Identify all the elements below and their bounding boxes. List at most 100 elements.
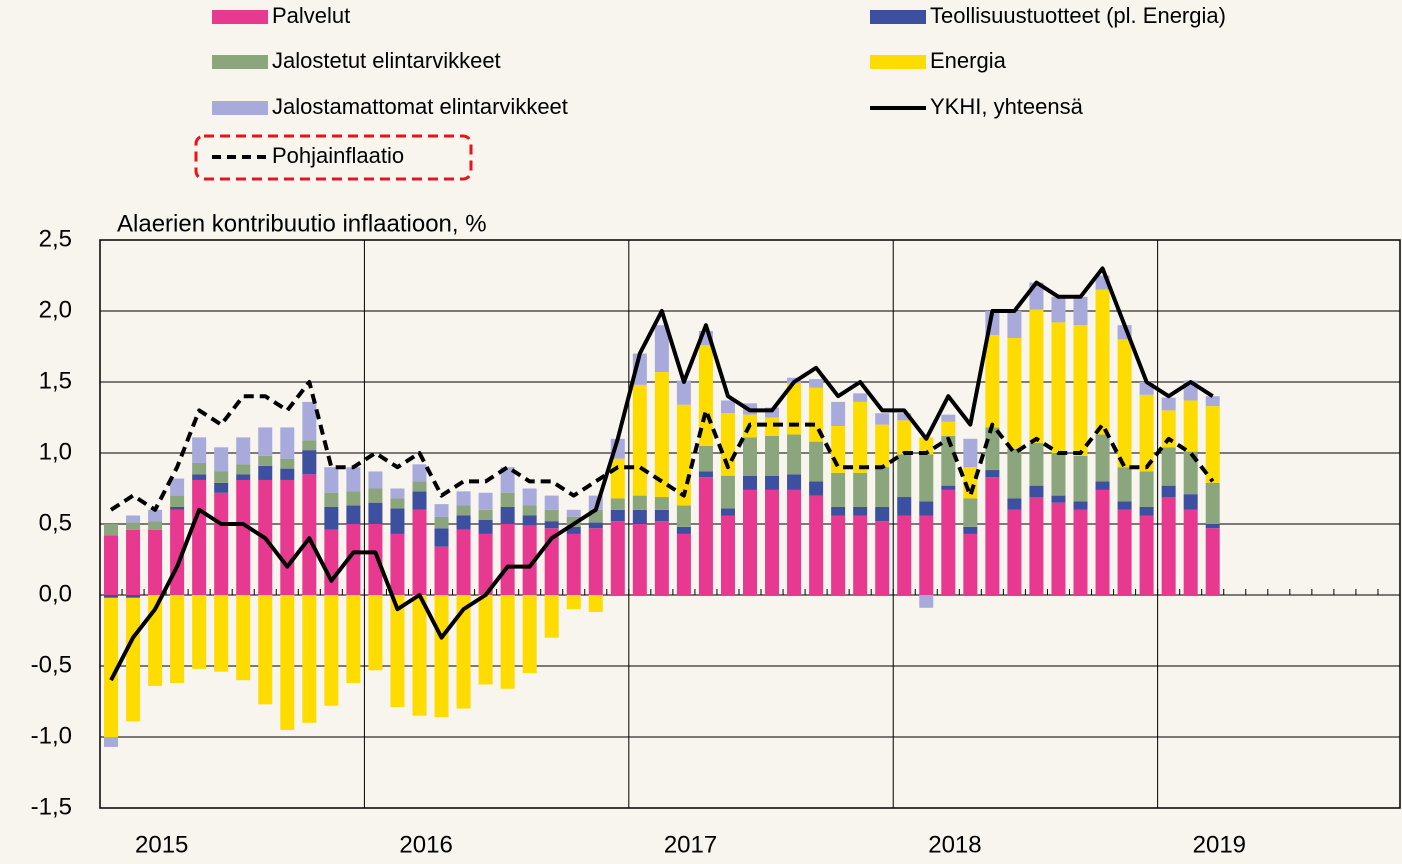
bar <box>676 533 691 595</box>
bar <box>787 474 802 490</box>
bar <box>412 509 427 595</box>
bar <box>368 524 383 595</box>
bar <box>280 595 295 730</box>
total-line <box>109 266 1214 682</box>
bar <box>632 509 647 524</box>
bar <box>1051 296 1066 323</box>
bar <box>258 427 273 456</box>
bar <box>1073 501 1088 510</box>
bar <box>720 475 735 509</box>
bar <box>412 491 427 510</box>
bar <box>346 505 361 524</box>
bar <box>1073 325 1088 456</box>
bar <box>390 498 405 509</box>
legend-label: Pohjainflaatio <box>272 143 404 168</box>
legend-swatch <box>870 10 926 24</box>
bar <box>1095 289 1110 435</box>
bar <box>632 495 647 510</box>
bar <box>478 533 493 595</box>
bar <box>126 522 141 530</box>
legend-swatch <box>212 101 268 115</box>
x-tick-label: 2016 <box>399 831 452 858</box>
bar <box>434 516 449 529</box>
bar <box>831 515 846 595</box>
bar <box>654 509 669 522</box>
bar <box>280 479 295 595</box>
axis-title: Alaerien kontribuutio inflaatioon, % <box>117 210 487 237</box>
bar <box>1139 515 1154 595</box>
bar <box>809 441 824 482</box>
bar <box>126 597 141 722</box>
bar <box>126 515 141 523</box>
legend-label: Jalostamattomat elintarvikkeet <box>272 94 568 119</box>
y-tick-label: -0,5 <box>31 651 72 678</box>
bar <box>500 524 515 595</box>
bar <box>324 506 339 530</box>
bar <box>919 454 934 502</box>
bar <box>412 481 427 492</box>
bar <box>809 495 824 595</box>
bar <box>1183 451 1198 495</box>
bar <box>1183 494 1198 510</box>
bar <box>1073 509 1088 595</box>
bar <box>919 501 934 516</box>
bar <box>919 437 934 455</box>
bar <box>853 472 868 507</box>
bar <box>963 526 978 534</box>
bar <box>566 509 581 517</box>
bar <box>434 546 449 595</box>
bar <box>765 417 780 436</box>
bar <box>192 437 207 463</box>
bar <box>588 522 603 529</box>
bar <box>875 424 890 468</box>
bar <box>676 526 691 534</box>
y-tick-label: 0,5 <box>39 509 72 536</box>
bar <box>346 595 361 684</box>
bar <box>765 435 780 476</box>
bar <box>280 468 295 480</box>
bar <box>1029 497 1044 595</box>
bar <box>941 421 956 436</box>
bar <box>1117 501 1132 510</box>
bar <box>1183 400 1198 452</box>
bar <box>346 467 361 492</box>
bar <box>346 524 361 595</box>
bar <box>1117 467 1132 502</box>
bar <box>853 401 868 473</box>
bar <box>390 508 405 534</box>
y-tick-label: -1,0 <box>31 722 72 749</box>
bar <box>522 595 537 674</box>
bar <box>1139 471 1154 507</box>
bar <box>809 387 824 442</box>
bar <box>302 440 317 451</box>
bar <box>324 467 339 493</box>
bar <box>654 497 669 510</box>
bar <box>390 595 405 708</box>
bar <box>919 595 934 608</box>
bar <box>456 491 471 506</box>
bar <box>610 498 625 510</box>
bar <box>412 595 427 716</box>
bar <box>1117 339 1132 468</box>
bar <box>743 475 757 490</box>
bar <box>1161 397 1176 411</box>
bar <box>1117 509 1132 595</box>
bar <box>897 420 912 455</box>
bar <box>720 508 735 516</box>
bar <box>919 515 934 595</box>
bar <box>897 515 912 595</box>
bar <box>192 474 207 480</box>
bar <box>698 445 713 472</box>
bar <box>1139 394 1154 472</box>
bar <box>853 393 868 402</box>
bar <box>302 474 317 595</box>
bar <box>236 479 251 595</box>
bar <box>897 497 912 516</box>
bar <box>104 524 119 536</box>
y-tick-label: -1,5 <box>31 793 72 820</box>
bar <box>676 380 691 405</box>
bar <box>720 515 735 595</box>
bar <box>170 478 185 496</box>
bar <box>500 467 515 493</box>
